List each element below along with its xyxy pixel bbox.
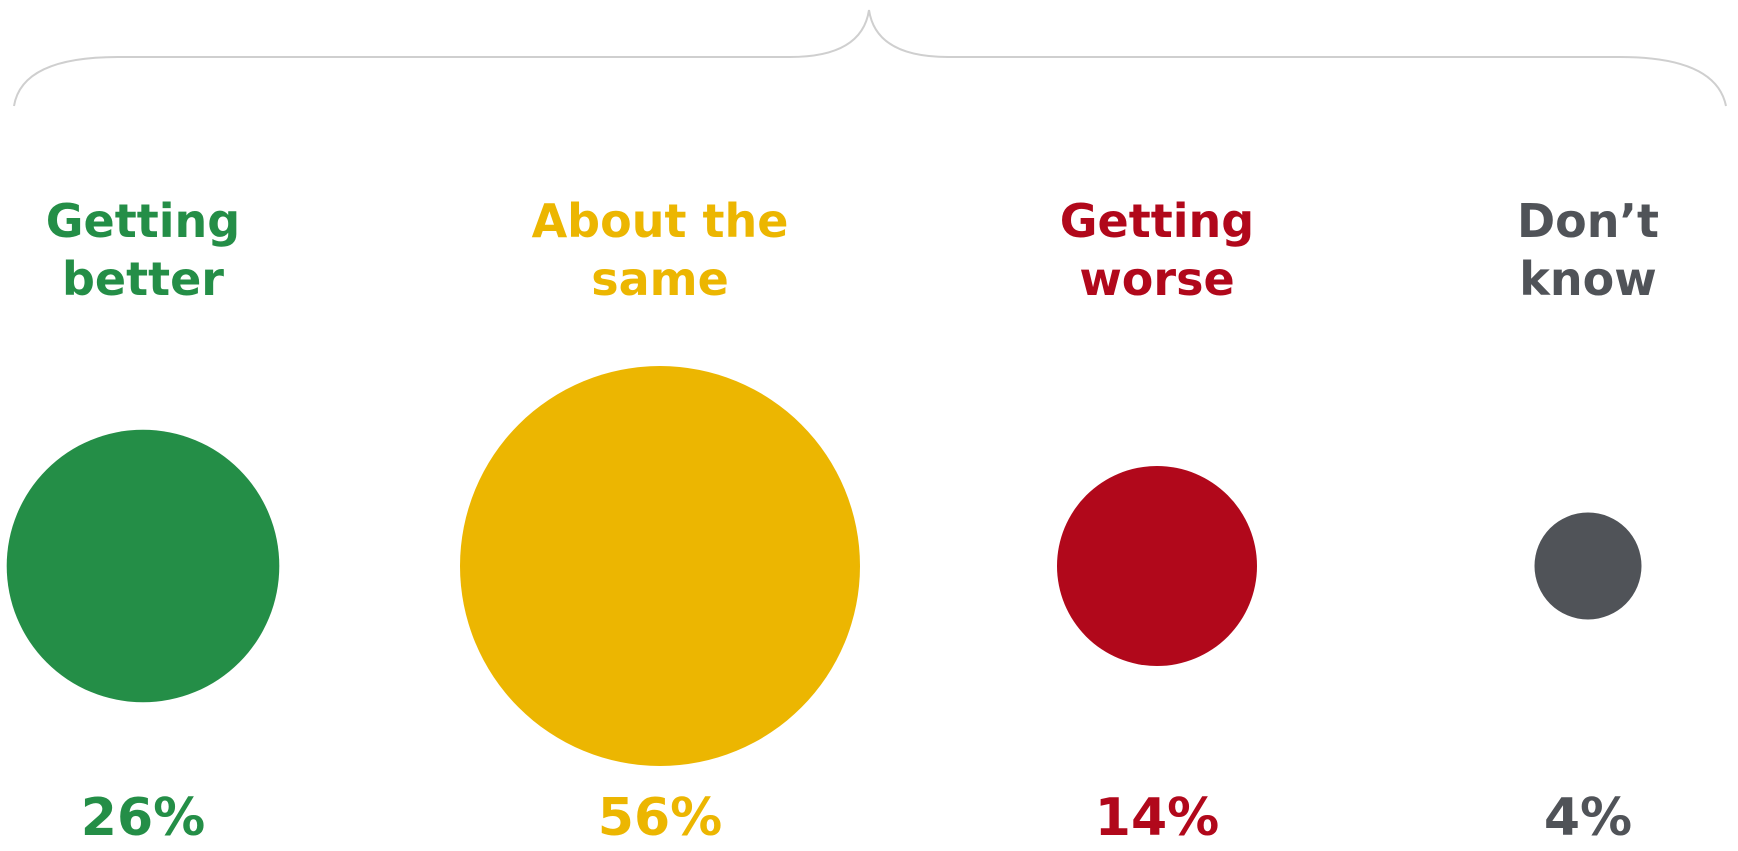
category-label-line: same — [591, 252, 729, 306]
category-label-line: Don’t — [1517, 194, 1659, 248]
category-label-line: About the — [531, 194, 789, 248]
value-label-2: 14% — [1094, 788, 1220, 848]
value-label-1: 56% — [597, 788, 723, 848]
bubble-group — [6, 366, 1642, 766]
bubble-3 — [1534, 512, 1642, 620]
bubble-0 — [6, 429, 280, 703]
bubble-2 — [1057, 466, 1257, 666]
value-label-0: 26% — [80, 788, 206, 848]
category-label-line: Getting — [45, 194, 241, 248]
bubble-1 — [460, 366, 860, 766]
category-bracket — [13, 9, 1727, 107]
category-label-line: worse — [1079, 252, 1235, 306]
category-label-line: better — [62, 252, 224, 306]
category-label-2: Getting worse — [997, 192, 1317, 308]
category-label-3: Don’t know — [1428, 192, 1738, 308]
category-label-line: Getting — [1059, 194, 1255, 248]
category-label-0: Getting better — [0, 192, 303, 308]
category-label-1: About the same — [500, 192, 820, 308]
category-label-line: know — [1519, 252, 1657, 306]
value-label-3: 4% — [1543, 788, 1633, 848]
